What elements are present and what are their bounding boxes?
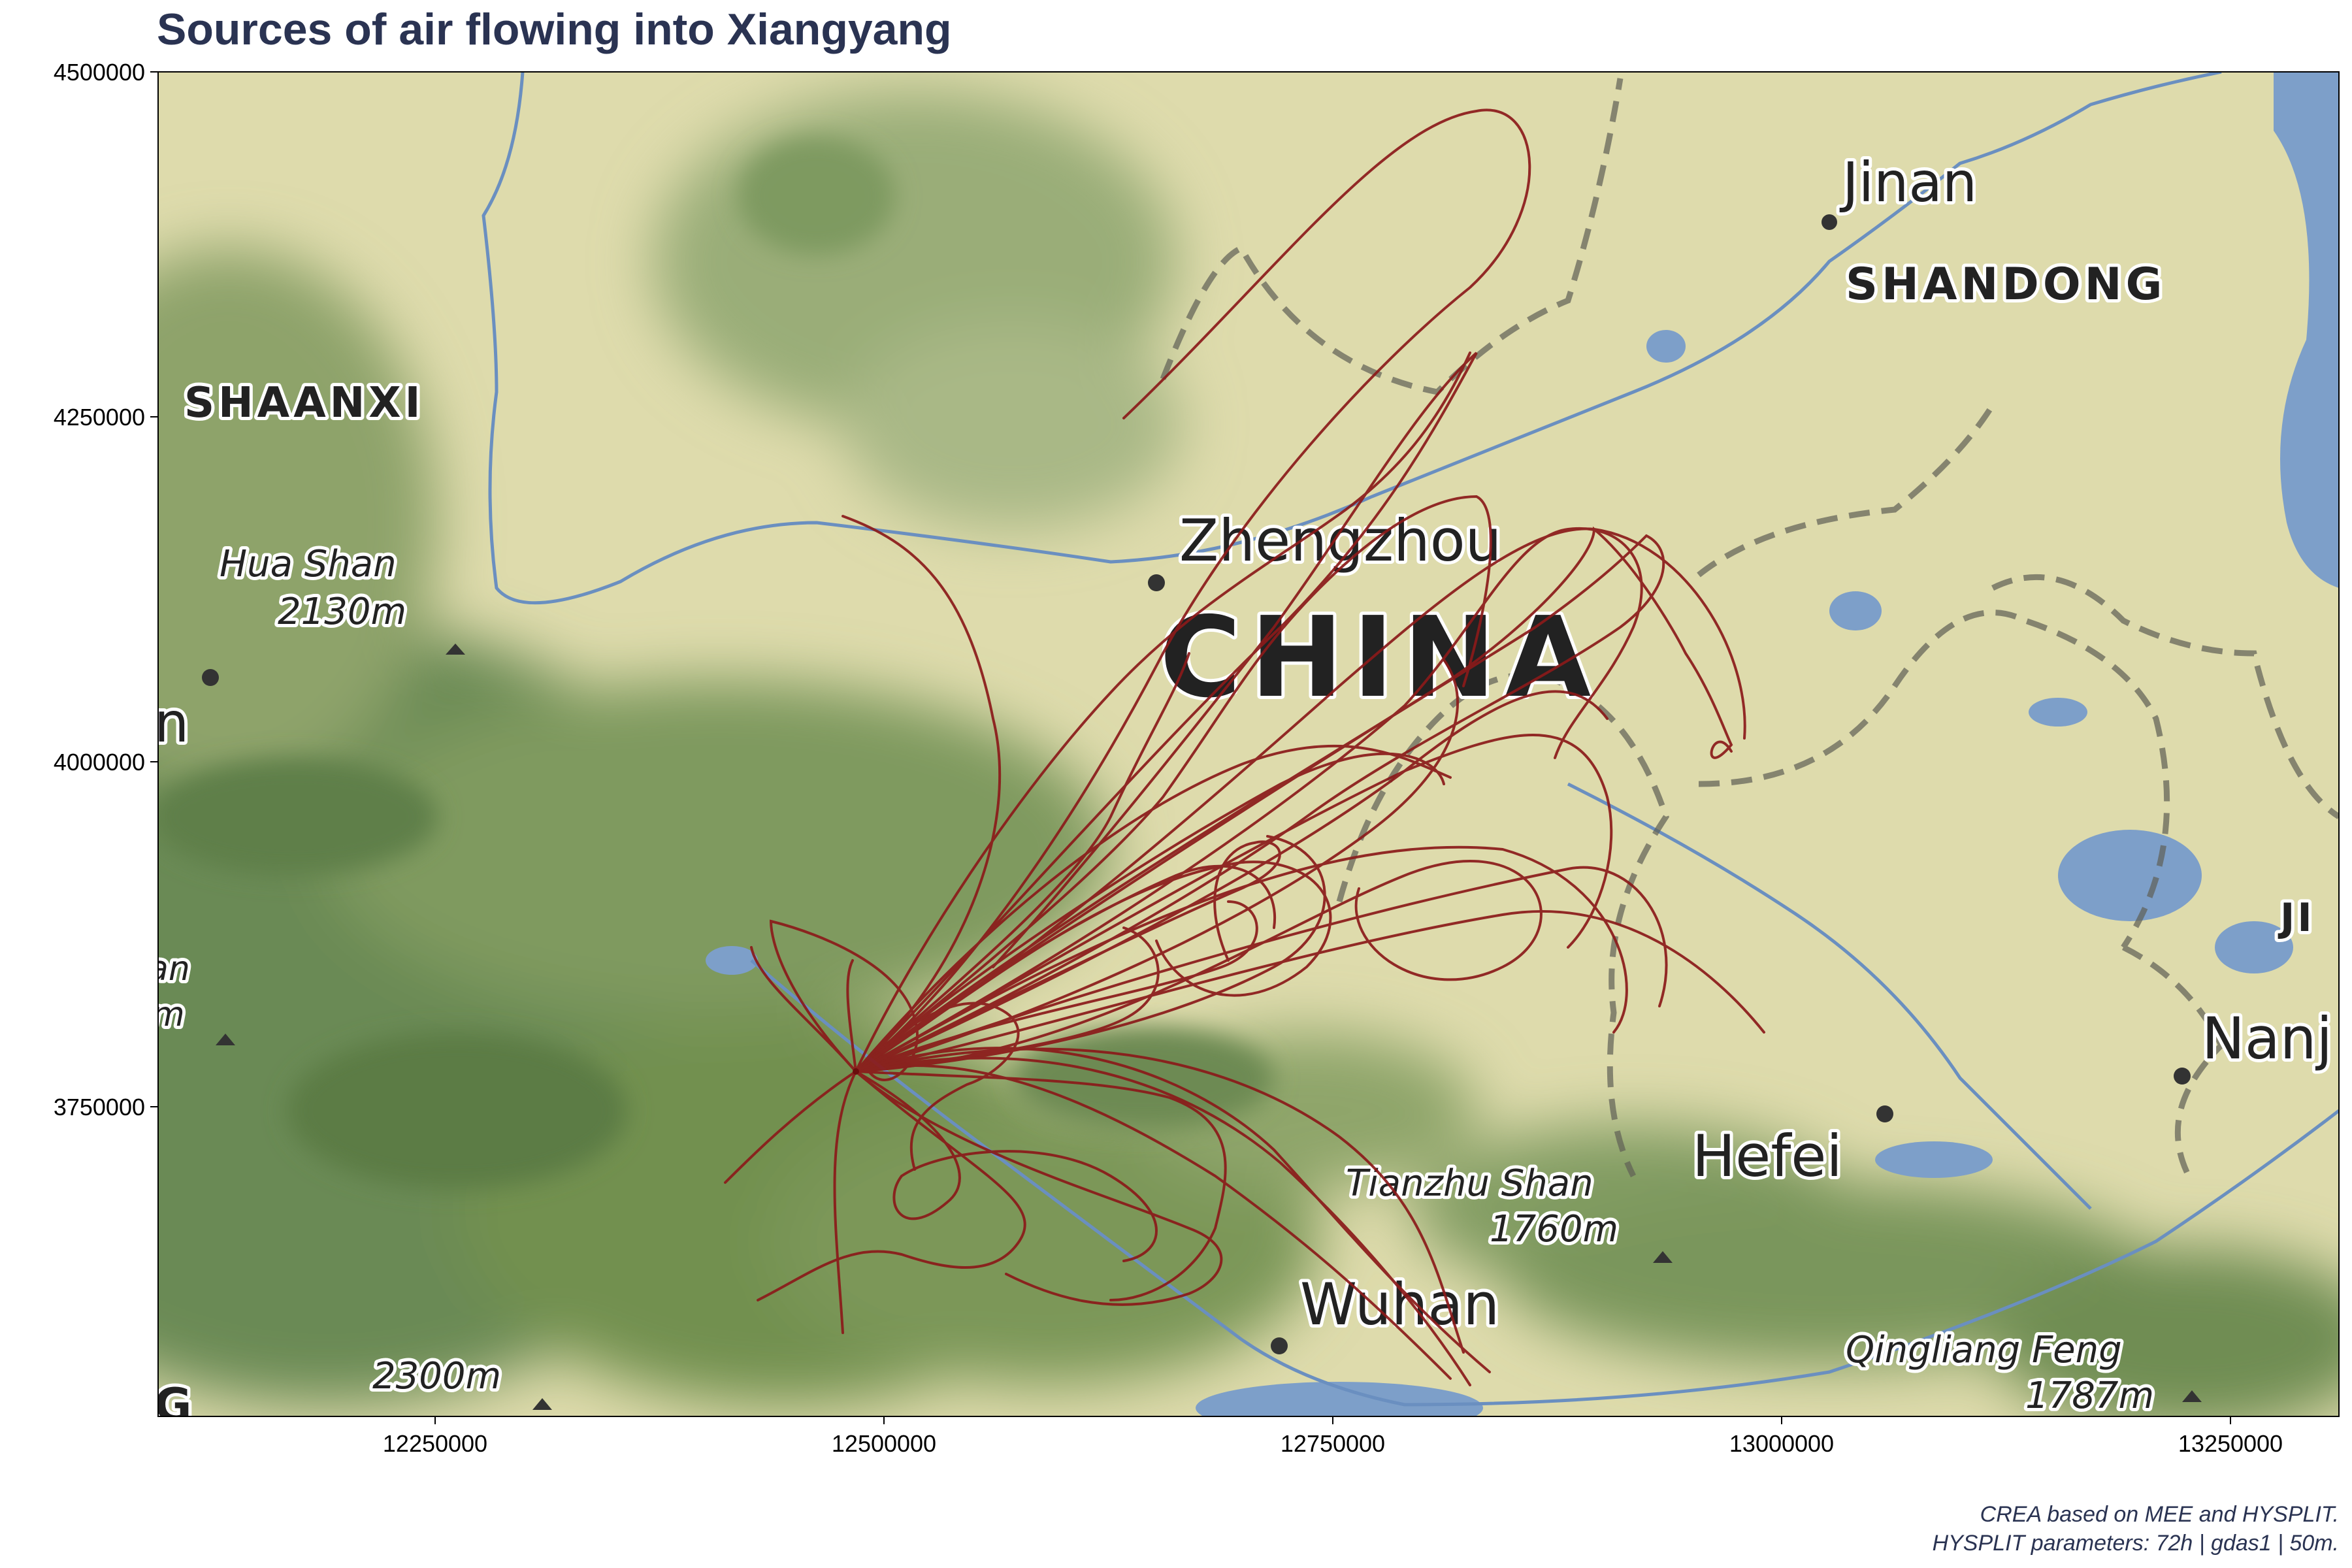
- wuhan-marker: [1271, 1337, 1288, 1354]
- x-axis: 12250000 12500000 12750000 13000000 1325…: [383, 1416, 2283, 1457]
- trajectory-line: [855, 910, 1765, 1073]
- trajectory-line: [855, 840, 1281, 1073]
- y-tick-label: 4500000: [54, 59, 145, 86]
- label-partial-g: G: [154, 1379, 191, 1432]
- trajectory-line: [855, 351, 1471, 1073]
- trajectory-line: [855, 860, 1543, 1073]
- trajectory-line: [841, 515, 1002, 1073]
- trajectory-line: [855, 900, 1258, 1073]
- peak-marker-2300: [532, 1398, 552, 1410]
- xiangyang-marker: [853, 1068, 859, 1075]
- x-tick-label: 13000000: [1729, 1430, 1834, 1457]
- label-china: CHINA: [1160, 593, 1600, 723]
- label-tianzhu-elev: 1760m: [1490, 1208, 1618, 1250]
- trajectory-line: [855, 351, 1478, 1073]
- rivers: [482, 72, 2339, 1407]
- plot-frame: [157, 71, 2340, 1417]
- x-tick-label: 12500000: [832, 1430, 936, 1457]
- label-elev-2300: 2300m: [372, 1355, 501, 1397]
- trajectory-line: [855, 1047, 1491, 1373]
- trajectory-line: [855, 495, 1492, 1073]
- trajectory-line: [855, 744, 1452, 1073]
- y-axis: 4500000 4250000 4000000 3750000: [54, 59, 158, 1120]
- trajectory-line: [855, 1064, 1452, 1380]
- place-labels: SHAANXI Jinan SHANDONG Zhengzhou CHINA H…: [148, 147, 2336, 1432]
- trajectory-line: [855, 534, 1665, 1073]
- province-borders: [1160, 78, 2339, 1178]
- x-tick-label: 13250000: [2178, 1430, 2283, 1457]
- label-partial-n: n: [154, 691, 189, 755]
- x-tick-label: 12750000: [1281, 1430, 1385, 1457]
- label-ji: JI: [2278, 895, 2315, 941]
- y-tick-label: 3750000: [54, 1094, 145, 1120]
- trajectory-line: [855, 690, 1609, 1073]
- label-zhengzhou: Zhengzhou: [1179, 507, 1501, 574]
- label-partial-m: m: [152, 995, 185, 1034]
- x-tick-label: 12250000: [383, 1430, 487, 1457]
- trajectory-line: [855, 1056, 1471, 1386]
- qingliang-peak-marker: [2182, 1390, 2202, 1402]
- trajectory-line: [855, 1070, 1227, 1301]
- label-qingliang-feng: Qingliang Feng: [1846, 1329, 2122, 1371]
- nanjing-marker: [2174, 1068, 2191, 1085]
- label-hua-shan: Hua Shan: [220, 543, 397, 585]
- trajectory-line: [855, 835, 1326, 1073]
- basemap: SHAANXI Jinan SHANDONG Zhengzhou CHINA H…: [148, 72, 2339, 1432]
- hefei-marker: [1876, 1105, 1893, 1122]
- city-marker-west: [202, 669, 219, 686]
- trajectory-line: [855, 1047, 1465, 1354]
- label-qingliang-elev: 1787m: [2025, 1375, 2154, 1417]
- label-nanj: Nanj: [2202, 1005, 2332, 1072]
- zhengzhou-marker: [1148, 574, 1165, 591]
- label-partial-an: an: [148, 949, 190, 988]
- trajectory-line: [855, 734, 1613, 1073]
- trajectory-line: [750, 946, 857, 1073]
- y-tick-label: 4250000: [54, 404, 145, 431]
- label-jinan: Jinan: [1839, 150, 1977, 214]
- peak-marker-west: [216, 1034, 235, 1045]
- chart-title: Sources of air flowing into Xiangyang: [157, 5, 952, 54]
- hua-shan-peak-marker: [446, 644, 465, 655]
- label-shaanxi: SHAANXI: [184, 379, 424, 427]
- trajectory-line: [855, 1070, 1158, 1262]
- caption-parameters: HYSPLIT parameters: 72h | gdas1 | 50m.: [1932, 1531, 2339, 1556]
- trajectory-line: [855, 652, 1190, 1073]
- trajectory-line: [846, 959, 857, 1073]
- trajectory-line: [855, 926, 1160, 1073]
- caption: CREA based on MEE and HYSPLIT. HYSPLIT p…: [1933, 1500, 2339, 1558]
- label-hefei: Hefei: [1692, 1122, 1842, 1190]
- trajectory-line: [855, 866, 1668, 1073]
- trajectory-lines: [724, 108, 1765, 1386]
- trajectory-line: [757, 1070, 1026, 1301]
- label-shandong: SHANDONG: [1846, 259, 2166, 310]
- label-tianzhu-shan: Tianzhu Shan: [1346, 1162, 1593, 1205]
- caption-source: CREA based on MEE and HYSPLIT.: [1980, 1502, 2339, 1527]
- label-hua-shan-elev: 2130m: [278, 591, 406, 633]
- trajectory-line: [855, 1070, 1223, 1306]
- trajectory-line: [855, 845, 1628, 1073]
- y-tick-label: 4000000: [54, 749, 145, 776]
- trajectory-line: [855, 527, 1643, 1073]
- trajectory-line: [724, 1070, 857, 1184]
- trajectory-line: [855, 752, 1445, 1073]
- terrain-shading: [158, 91, 2339, 1416]
- trajectory-line: [855, 864, 1277, 1073]
- trajectory-line: [855, 108, 1531, 1073]
- trajectory-line: [855, 534, 1648, 1073]
- trajectory-line: [833, 1070, 857, 1334]
- trajectory-line: [855, 526, 1733, 1073]
- tianzhu-peak-marker: [1653, 1251, 1673, 1263]
- jinan-marker: [1821, 214, 1837, 230]
- water-bodies: [706, 72, 2339, 1416]
